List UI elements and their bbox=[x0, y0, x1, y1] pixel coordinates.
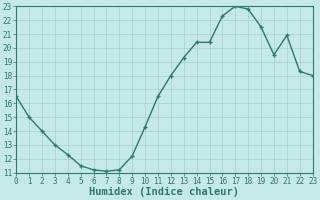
X-axis label: Humidex (Indice chaleur): Humidex (Indice chaleur) bbox=[89, 187, 239, 197]
